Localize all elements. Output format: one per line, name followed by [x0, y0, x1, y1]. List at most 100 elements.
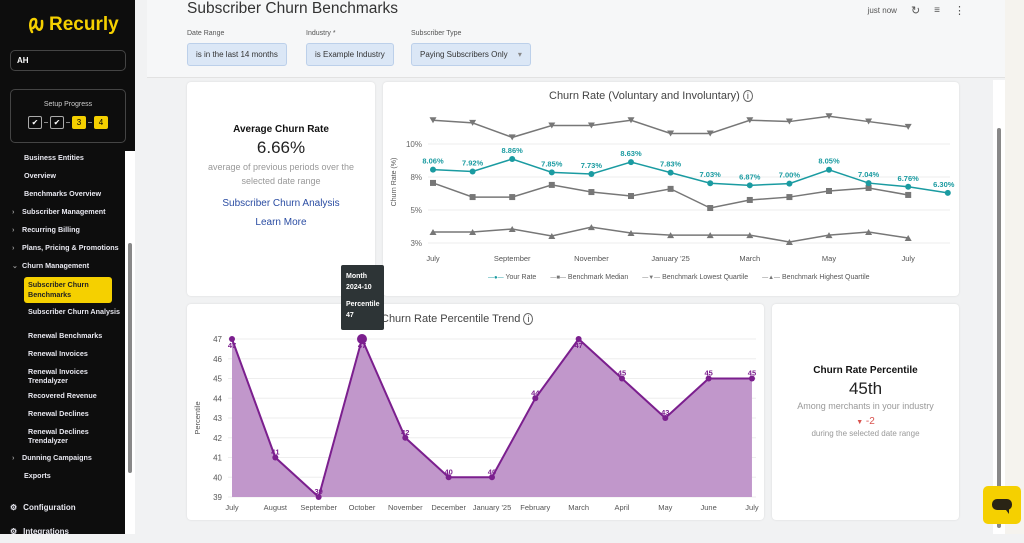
sidebar-item[interactable]: Renewal Declines [0, 409, 124, 427]
x-tick-label: October [349, 503, 376, 512]
account-switcher[interactable]: AH [10, 50, 126, 71]
data-point [429, 229, 437, 236]
sidebar: Recurly AH Setup Progress ✔ ✔ 3 4 Busine… [0, 0, 135, 536]
sidebar-item-integrations[interactable]: ⚙ Integrations [0, 525, 124, 543]
data-point [488, 474, 495, 481]
sidebar-item[interactable]: Renewal Invoices Trendalyzer [0, 367, 124, 391]
data-point [509, 194, 516, 201]
setup-progress[interactable]: Setup Progress ✔ ✔ 3 4 [10, 89, 126, 143]
data-label: 8.06% [422, 157, 444, 166]
legend-item[interactable]: —■— Benchmark Median [550, 274, 629, 281]
churn-analysis-link[interactable]: Subscriber Churn Analysis [222, 198, 340, 209]
legend-item[interactable]: —▼— Benchmark Lowest Quartile [642, 274, 749, 281]
legend-item[interactable]: —▲— Benchmark Highest Quartile [762, 274, 870, 281]
sidebar-item[interactable]: Business Entities [0, 151, 124, 169]
sidebar-item-configuration[interactable]: ⚙ Configuration [0, 501, 124, 519]
x-tick-label: July [426, 254, 440, 263]
legend-item[interactable]: —●— Your Rate [488, 274, 537, 281]
x-tick-label: February [520, 503, 550, 512]
x-tick-label: May [822, 254, 836, 263]
y-tick-label: 39 [213, 493, 222, 502]
data-point [786, 194, 793, 201]
chart-tooltip: Month 2024-10 Percentile 47 [341, 265, 384, 330]
sidebar-item-label: Recovered Revenue [28, 391, 97, 400]
sidebar-item[interactable]: › Dunning Campaigns [0, 451, 124, 469]
data-point [315, 494, 322, 500]
sidebar-item[interactable]: Renewal Declines Trendalyzer [0, 427, 124, 451]
dashboard-header: Subscriber Churn Benchmarks just now ↻ ≡… [147, 0, 1005, 78]
x-tick-label: March [739, 254, 760, 263]
data-point [826, 187, 832, 194]
y-tick-label: 40 [213, 473, 222, 482]
date-range-button[interactable]: is in the last 14 months [187, 43, 287, 66]
data-point [627, 117, 635, 124]
data-point [429, 117, 437, 124]
sidebar-item[interactable]: Subscriber Churn Benchmarks [24, 277, 112, 303]
y-tick-label: 44 [213, 394, 222, 403]
data-point [588, 170, 595, 177]
last-updated: just now [867, 6, 897, 15]
filter-label: Subscriber Type [411, 30, 462, 37]
sidebar-item[interactable]: Exports [0, 469, 124, 487]
sidebar-item[interactable]: › Plans, Pricing & Promotions [0, 241, 124, 259]
sidebar-item[interactable]: Renewal Benchmarks [0, 331, 124, 349]
data-label: 7.00% [779, 171, 801, 180]
data-point [746, 117, 754, 124]
data-point [627, 229, 635, 236]
sidebar-item[interactable]: › Recurring Billing [0, 223, 124, 241]
sidebar-item[interactable]: Renewal Invoices [0, 349, 124, 367]
data-point [508, 134, 516, 141]
main-scrollbar[interactable] [993, 80, 1005, 534]
info-icon[interactable]: i [742, 90, 753, 102]
data-point [508, 226, 516, 233]
sidebar-item[interactable]: Recovered Revenue [0, 391, 124, 409]
sidebar-item-label: Exports [24, 471, 51, 480]
data-point [445, 474, 452, 481]
recurly-logo-icon [29, 17, 44, 34]
data-point [746, 182, 753, 189]
industry-button[interactable]: is Example Industry [306, 43, 394, 66]
sidebar-item[interactable]: Overview [0, 169, 124, 187]
more-menu-icon[interactable]: ⋮ [954, 5, 965, 17]
step-3[interactable]: 3 [72, 116, 86, 129]
data-label: 39 [314, 487, 322, 496]
legend-marker-icon: —●— [488, 275, 504, 281]
data-point [905, 183, 912, 190]
sidebar-item[interactable]: Benchmarks Overview [0, 187, 124, 205]
subscriber-type-select[interactable]: Paying Subscribers Only ▾ [411, 43, 531, 66]
sidebar-scrollbar[interactable] [125, 151, 135, 534]
info-icon[interactable]: i [523, 313, 534, 325]
step-2[interactable]: ✔ [50, 116, 64, 129]
x-tick-label: September [494, 254, 531, 263]
data-point [587, 224, 595, 231]
y-tick-label: 47 [213, 335, 222, 344]
data-label: 7.85% [541, 159, 563, 168]
sidebar-item[interactable]: › Subscriber Management [0, 205, 124, 223]
data-point [548, 122, 556, 129]
sidebar-item[interactable]: Subscriber Churn Analysis [0, 307, 124, 331]
y-tick-label: 5% [410, 206, 422, 215]
sidebar-item[interactable]: ⌄ Churn Management [0, 259, 124, 277]
x-tick-label: July [225, 503, 239, 512]
sidebar-item-label: Dunning Campaigns [22, 453, 92, 462]
step-4[interactable]: 4 [94, 116, 108, 129]
data-point [707, 205, 714, 212]
data-label: 45 [618, 369, 626, 378]
data-point [469, 194, 476, 201]
refresh-icon[interactable]: ↻ [910, 5, 921, 17]
filter-icon[interactable]: ≡ [934, 5, 940, 16]
sidebar-item-label: Renewal Invoices [28, 349, 88, 358]
learn-more-link[interactable]: Learn More [255, 217, 307, 228]
data-label: 8.05% [818, 157, 840, 166]
select-value: Paying Subscribers Only [420, 50, 508, 59]
chart-legend: —●— Your Rate —■— Benchmark Median —▼— Ben… [488, 274, 870, 281]
data-point [786, 180, 793, 187]
data-point [469, 168, 476, 175]
chat-button[interactable] [983, 486, 1021, 524]
data-point [746, 196, 753, 203]
chat-icon [992, 499, 1012, 514]
recurly-logo[interactable]: Recurly [27, 14, 119, 36]
step-1[interactable]: ✔ [28, 116, 42, 129]
data-label: 8.63% [620, 149, 642, 158]
